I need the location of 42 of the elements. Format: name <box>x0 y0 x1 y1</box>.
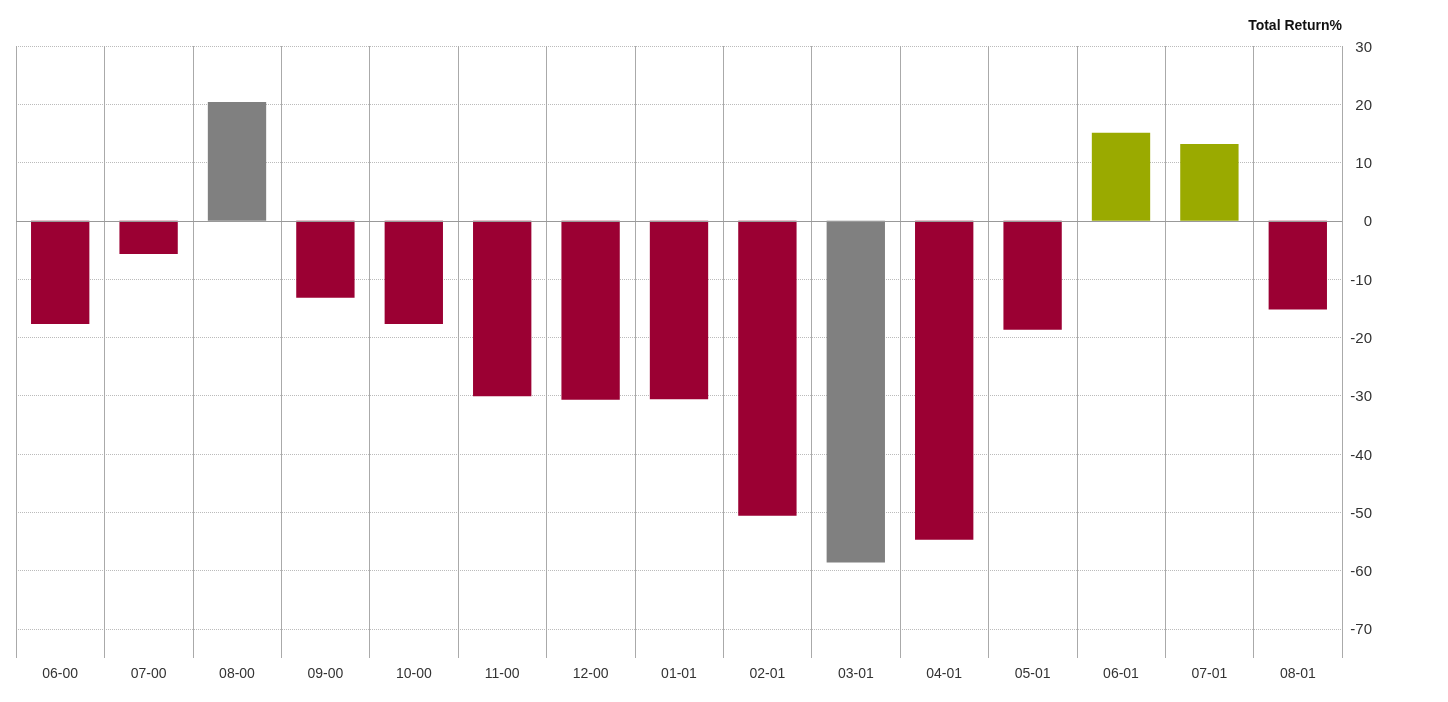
bar <box>1091 132 1151 221</box>
bar <box>296 220 355 298</box>
y-tick-label: -70 <box>1350 620 1372 638</box>
y-tick-label: -50 <box>1350 503 1372 521</box>
x-tick-label: 03-01 <box>837 665 874 681</box>
x-tick-label: 08-00 <box>219 665 256 681</box>
y-tick-label: -10 <box>1350 270 1372 288</box>
x-tick-label: 08-01 <box>1279 665 1316 681</box>
x-tick-label: 04-01 <box>926 665 963 681</box>
x-tick-label: 01-01 <box>661 665 698 681</box>
bar <box>738 220 797 516</box>
bar <box>1268 220 1327 310</box>
y-tick-label: -20 <box>1350 328 1372 346</box>
bar <box>561 220 620 400</box>
bar <box>207 101 267 221</box>
y-tick-label: -60 <box>1350 562 1372 580</box>
x-tick-label: 06-01 <box>1103 665 1140 681</box>
bar <box>1180 143 1239 221</box>
x-tick-label: 07-01 <box>1191 665 1228 681</box>
y-tick-label: 30 <box>1355 37 1372 55</box>
y-axis-title: Total Return% <box>1248 17 1343 33</box>
x-tick-label: 06-00 <box>42 665 79 681</box>
bar <box>473 220 532 397</box>
x-tick-label: 02-01 <box>749 665 786 681</box>
bar <box>119 220 178 255</box>
x-tick-label: 05-01 <box>1014 665 1051 681</box>
bar <box>649 220 709 400</box>
y-tick-label: 10 <box>1355 154 1372 172</box>
x-tick-label: 07-00 <box>130 665 167 681</box>
y-tick-label: -30 <box>1350 387 1372 405</box>
x-tick-label: 11-00 <box>484 665 520 681</box>
y-tick-label: 20 <box>1355 95 1372 113</box>
x-tick-label: 12-00 <box>572 665 609 681</box>
bar <box>384 220 443 325</box>
y-tick-label: 0 <box>1363 212 1372 230</box>
bar <box>31 220 90 325</box>
y-tick-label: -40 <box>1350 445 1372 463</box>
bar <box>1003 220 1062 330</box>
bar <box>915 220 974 540</box>
x-tick-label: 09-00 <box>307 665 344 681</box>
x-tick-label: 10-00 <box>395 665 432 681</box>
bar <box>826 220 885 563</box>
